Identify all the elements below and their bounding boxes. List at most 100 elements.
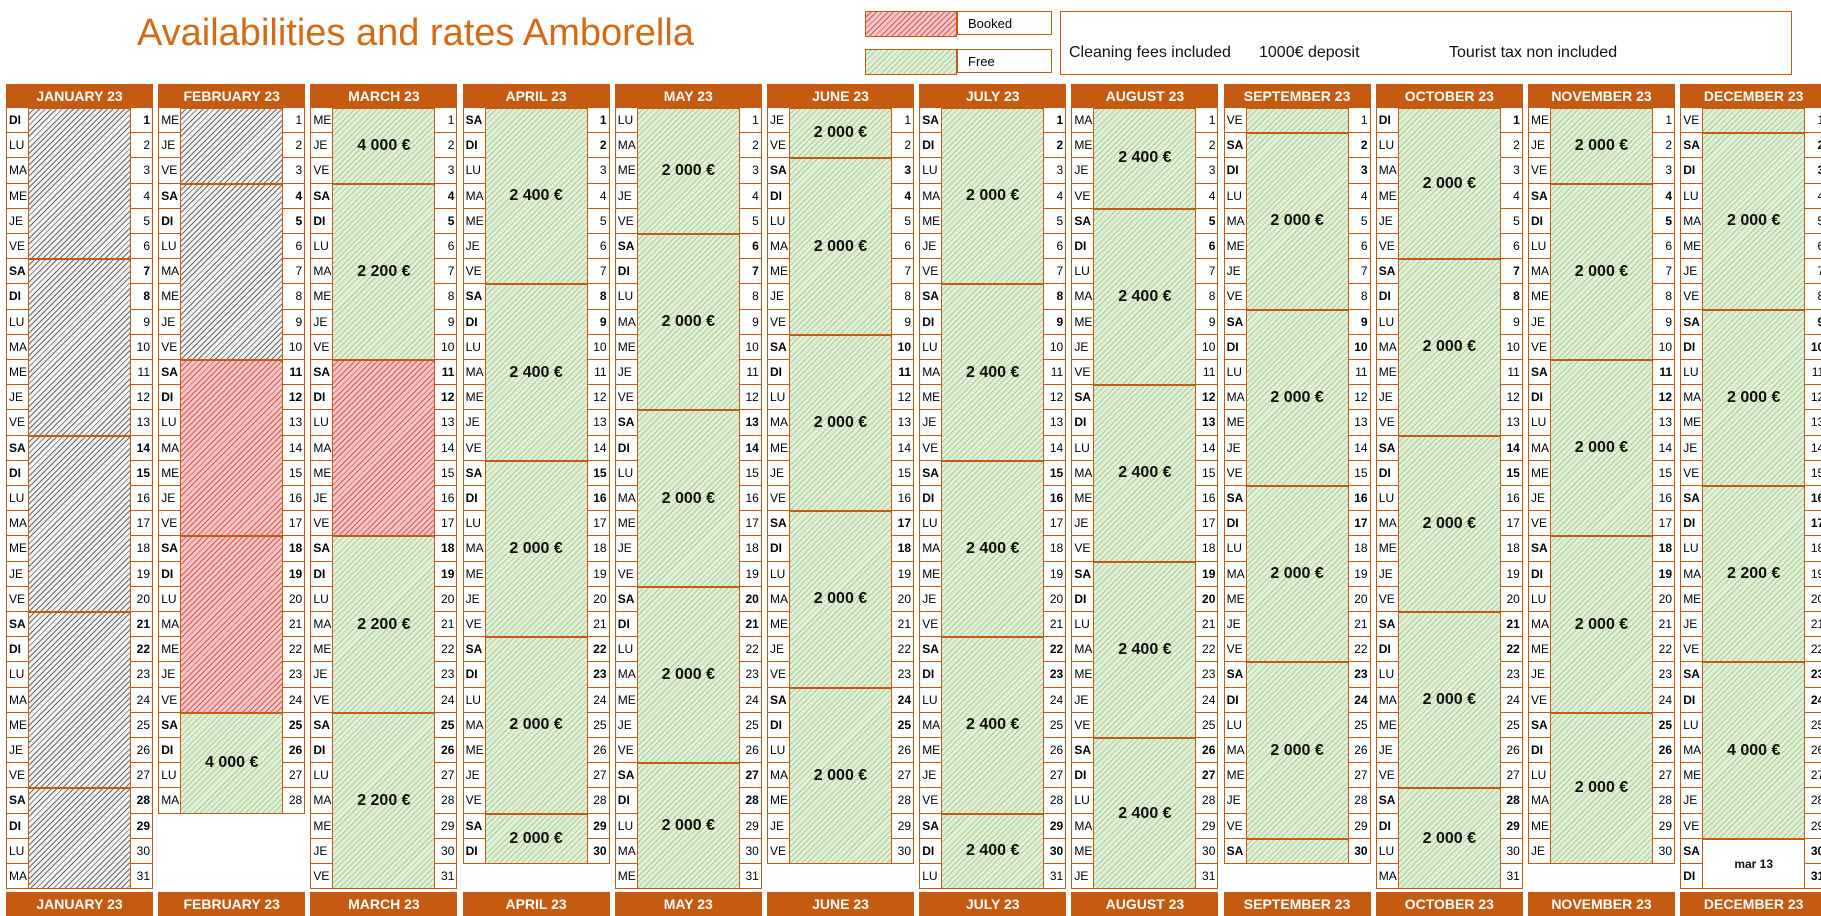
free-period[interactable]: 2 000 € xyxy=(1551,712,1652,864)
free-period[interactable]: 2 000 € xyxy=(1551,108,1652,184)
day-number: 29 xyxy=(1804,813,1821,838)
weekday-label: ME xyxy=(310,637,334,662)
free-period[interactable]: 2 000 € xyxy=(485,460,587,638)
free-period[interactable]: 2 400 € xyxy=(485,284,587,461)
day-row: ME 2 xyxy=(1071,133,1219,159)
free-period[interactable]: 2 400 € xyxy=(1094,108,1196,209)
free-period[interactable]: 2 000 € xyxy=(942,108,1044,285)
day-number: 23 xyxy=(1043,662,1067,687)
day-number: 12 xyxy=(1652,385,1675,410)
weekday-label: DI xyxy=(1528,385,1551,410)
free-period[interactable]: 2 000 € xyxy=(637,410,739,587)
free-period[interactable]: 2 000 € xyxy=(1398,108,1500,260)
weekday-label: LU xyxy=(1223,360,1247,385)
free-period[interactable]: 2 000 € xyxy=(1398,259,1500,436)
free-period[interactable]: 2 000 € xyxy=(637,108,739,234)
rate-label: 2 000 € xyxy=(813,124,868,142)
rate-label: 2 000 € xyxy=(661,665,715,683)
free-period[interactable]: 2 400 € xyxy=(942,813,1044,890)
weekday-label: JE xyxy=(310,309,334,334)
free-period[interactable]: 2 400 € xyxy=(485,108,587,285)
rate-label: 2 200 € xyxy=(357,615,411,633)
free-period[interactable]: 2 000 € xyxy=(790,687,891,864)
day-row: MA 22 xyxy=(1071,637,1219,663)
unavailable-period[interactable] xyxy=(29,435,130,612)
weekday-label: DI xyxy=(767,712,790,737)
free-period[interactable]: 2 000 € xyxy=(790,511,891,688)
free-period[interactable]: 2 000 € xyxy=(1246,486,1348,663)
free-period[interactable]: 2 000 € xyxy=(1246,662,1348,839)
booked-period[interactable] xyxy=(181,360,283,537)
free-period[interactable]: 2 000 € xyxy=(1551,360,1652,537)
free-period[interactable]: 2 200 € xyxy=(333,536,435,713)
free-period[interactable]: 2 000 € xyxy=(790,334,891,512)
free-period[interactable]: 4 000 € xyxy=(1703,662,1805,839)
free-period[interactable]: 2 400 € xyxy=(942,284,1044,461)
free-period[interactable]: 2 000 € xyxy=(1398,612,1500,789)
free-period[interactable]: 4 000 € xyxy=(333,108,435,184)
free-period[interactable]: 2 000 € xyxy=(637,586,739,764)
free-period[interactable]: 2 000 € xyxy=(485,637,587,814)
free-period[interactable]: 2 200 € xyxy=(333,183,435,360)
unavailable-period[interactable] xyxy=(181,183,283,360)
free-period[interactable] xyxy=(1246,838,1348,864)
free-period[interactable]: 2 400 € xyxy=(942,637,1044,814)
free-period[interactable]: 2 400 € xyxy=(1094,738,1196,890)
day-number: 21 xyxy=(1652,612,1675,637)
free-period[interactable]: 2 000 € xyxy=(485,813,587,864)
free-period[interactable]: 2 000 € xyxy=(1398,435,1500,612)
free-period[interactable]: 2 000 € xyxy=(1703,309,1805,486)
free-period[interactable]: 2 000 € xyxy=(1398,788,1500,890)
booked-period[interactable] xyxy=(181,536,283,713)
free-period[interactable]: 2 200 € xyxy=(333,712,435,890)
free-period[interactable]: 4 000 € xyxy=(181,712,283,814)
day-number: 6 xyxy=(282,234,306,259)
free-period[interactable]: 2 400 € xyxy=(1094,561,1196,738)
unavailable-period[interactable] xyxy=(29,612,130,789)
free-period[interactable]: 2 000 € xyxy=(790,158,891,335)
free-period[interactable]: 2 000 € xyxy=(637,234,739,411)
weekday-label: VE xyxy=(462,259,486,284)
free-period[interactable]: 2 000 € xyxy=(1551,536,1652,713)
weekday-label: VE xyxy=(919,788,943,813)
day-number: 3 xyxy=(586,158,610,183)
day-row: ME 6 xyxy=(1223,234,1371,260)
weekday-label: ME xyxy=(1375,183,1399,208)
free-period[interactable]: 2 000 € xyxy=(1551,183,1652,360)
unavailable-period[interactable] xyxy=(29,259,130,436)
weekday-label: VE xyxy=(310,687,334,712)
free-period[interactable]: 2 400 € xyxy=(1094,208,1196,386)
unavailable-period[interactable] xyxy=(29,108,130,260)
weekday-label: DI xyxy=(1223,511,1247,536)
free-period[interactable]: 2 000 € xyxy=(1246,133,1348,310)
weekday-label: ME xyxy=(1528,460,1551,485)
free-period[interactable] xyxy=(1246,108,1348,134)
day-row: VE 13 xyxy=(1375,410,1523,436)
weekday-label: ME xyxy=(310,284,334,309)
free-period[interactable]: 2 200 € xyxy=(1703,486,1805,663)
unavailable-period[interactable] xyxy=(181,108,283,184)
weekday-label: DI xyxy=(158,738,182,763)
free-period[interactable] xyxy=(1703,108,1805,134)
weekday-label: LU xyxy=(919,158,943,183)
free-period[interactable]: 2 400 € xyxy=(1094,385,1196,562)
free-period[interactable]: 2 400 € xyxy=(942,460,1044,638)
weekday-label: SA xyxy=(767,687,790,712)
free-period[interactable]: 2 000 € xyxy=(637,763,739,890)
day-row: MA 16 xyxy=(614,486,762,512)
weekday-label: LU xyxy=(6,486,29,511)
day-number: 25 xyxy=(1804,712,1821,737)
unavailable-period[interactable] xyxy=(29,788,130,890)
day-number: 12 xyxy=(891,385,914,410)
day-number: 1 xyxy=(434,108,458,133)
booked-period[interactable] xyxy=(333,360,435,537)
day-row: ME 22 xyxy=(310,637,458,663)
free-period[interactable]: 2 000 € xyxy=(790,108,891,159)
free-period[interactable]: 2 000 € xyxy=(1246,309,1348,486)
legend-booked-label: Booked xyxy=(957,11,1052,35)
free-period[interactable]: 2 000 € xyxy=(1703,133,1805,310)
day-number: 24 xyxy=(282,687,306,712)
day-number: 27 xyxy=(1043,763,1067,788)
weekday-label: LU xyxy=(6,662,29,687)
free-period[interactable]: mar 13 xyxy=(1703,838,1805,890)
